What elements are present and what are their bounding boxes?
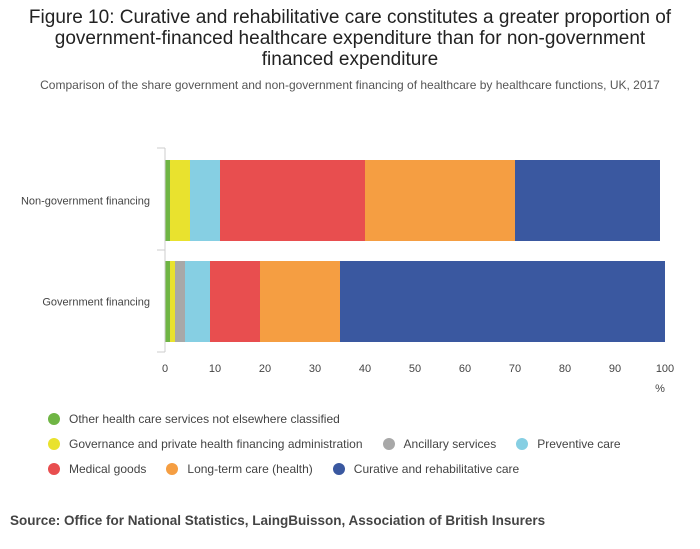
bar-segment [175,261,185,342]
legend-label: Governance and private health financing … [69,436,363,451]
bar-segment [210,261,260,342]
bar-segment [185,261,210,342]
bar-segment [260,261,340,342]
legend-label: Ancillary services [403,436,497,451]
bar-segment [170,160,190,241]
bar-segment [170,261,175,342]
legend-swatch [332,462,345,475]
legend-label: Medical goods [69,461,147,476]
bar-segment [190,160,220,241]
category-label: Non-government financing [21,196,150,208]
x-tick-label: 80 [559,363,571,375]
chart-subtitle: Comparison of the share government and n… [40,78,660,92]
legend-label: Long-term care (health) [187,461,313,476]
chart-title: Figure 10: Curative and rehabilitative c… [28,7,672,70]
x-tick-label: 60 [459,363,471,375]
x-tick-label: 90 [609,363,621,375]
bar-segment [340,261,665,342]
legend-swatch [516,437,529,450]
legend-swatch [48,462,60,475]
x-axis-label: % [655,383,665,395]
chart-legend: Other health care services not elsewhere… [48,406,688,481]
bar-segment [515,160,660,241]
legend-swatch [382,437,395,450]
bar-segment [365,160,515,241]
legend-row-3: Medical goods Long-term care (health) Cu… [48,456,688,481]
x-tick-label: 0 [162,363,168,375]
bar-segment [165,261,170,342]
bar-segment [220,160,365,241]
x-tick-label: 10 [209,363,221,375]
legend-item-preventive: Preventive care [516,436,621,451]
legend-swatch [48,437,60,450]
legend-swatch [166,462,179,475]
legend-swatch [48,412,60,425]
legend-item-curative: Curative and rehabilitative care [332,461,520,476]
x-tick-label: 100 [656,363,674,375]
legend-item-ancillary: Ancillary services [382,436,497,451]
legend-item-governance: Governance and private health financing … [48,437,363,451]
legend-item-long-term-care: Long-term care (health) [166,461,313,476]
legend-label: Preventive care [537,436,621,451]
x-tick-label: 40 [359,363,371,375]
bar-segment [165,160,170,241]
category-label: Government financing [42,297,150,309]
legend-label: Curative and rehabilitative care [353,461,520,476]
legend-label: Other health care services not elsewhere… [69,411,340,426]
x-tick-label: 50 [409,363,421,375]
legend-row-1: Other health care services not elsewhere… [48,406,688,431]
x-tick-label: 70 [509,363,521,375]
x-tick-label: 20 [259,363,271,375]
legend-row-2: Governance and private health financing … [48,431,688,456]
source-note: Source: Office for National Statistics, … [10,513,546,528]
stacked-bar-chart: Non-government financing Government finan… [21,147,674,395]
x-tick-label: 30 [309,363,321,375]
legend-item-medical-goods: Medical goods [48,462,146,476]
legend-item-other: Other health care services not elsewhere… [48,412,340,426]
